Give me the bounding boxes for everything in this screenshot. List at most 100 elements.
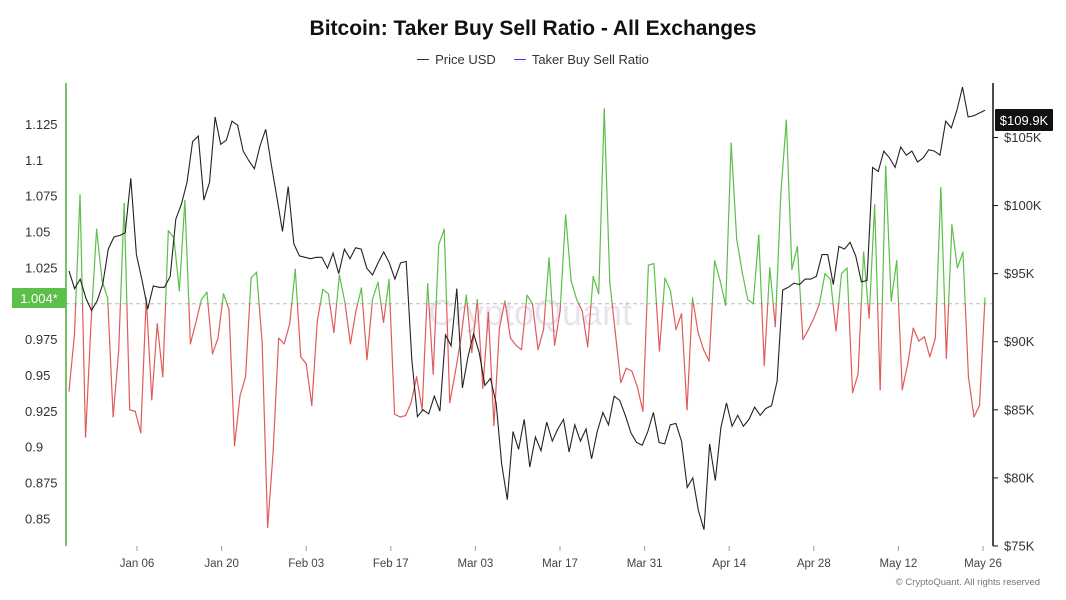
ratio-segment [935,187,942,305]
ratio-segment [537,328,545,351]
ratio-segment [658,303,664,352]
ratio-segment [551,303,556,346]
ratio-segment [164,230,169,305]
ratio-segment [421,303,428,411]
ratio-segment [498,303,505,329]
ratio-segment [84,321,92,438]
ratio-segment [940,187,946,305]
ratio-segment [410,376,418,404]
ratio-segment [978,303,986,407]
ratio-segment [427,283,430,305]
y-left-tick-label: 0.95 [25,368,50,383]
ratio-segment [362,303,368,361]
ratio-segment [581,310,589,348]
ratio-series [68,108,986,528]
ratio-segment [702,349,710,362]
price-series-line [68,86,986,530]
ratio-segment [758,234,763,305]
ratio-segment [747,298,754,305]
legend-item-ratio[interactable]: Taker Buy Sell Ratio [513,52,649,67]
ratio-segment [655,303,661,352]
x-tick-label: Mar 31 [627,558,663,570]
ratio-segment [126,303,131,411]
ratio-segment [874,204,879,305]
ratio-segment [357,287,363,305]
y-left-tick-label: 0.9 [25,440,43,455]
ratio-segment [857,303,862,375]
ratio-segment [578,303,583,312]
ratio-segment [912,327,920,342]
y-left-tick-label: 0.975 [25,332,58,347]
ratio-segment [962,251,966,305]
ratio-segment [244,303,251,378]
ratio-segment [73,303,77,335]
ratio-segment [775,192,782,305]
ratio-segment [211,337,219,355]
current-price-badge-label: $109.9K [1000,113,1049,128]
current-ratio-badge [12,288,66,309]
ratio-segment [868,303,871,319]
ratio-segment [559,214,567,305]
ratio-segment [542,303,547,331]
ratio-segment [294,268,299,305]
ratio-segment [217,303,223,339]
ratio-segment [344,303,352,345]
ratio-segment [736,238,743,273]
ratio-segment [840,267,848,275]
ratio-segment [956,251,964,269]
ratio-segment [669,290,673,305]
ratio-segment [767,267,771,305]
ratio-segment [68,333,76,392]
ratio-segment [951,224,959,269]
copyright-text: © CryptoQuant. All rights reserved [895,577,1040,588]
ratio-segment [322,288,329,295]
ratio-segment [934,303,938,339]
ratio-segment [167,230,175,239]
ratio-segment [91,228,98,305]
ratio-segment [901,363,909,391]
x-tick-label: Mar 17 [542,558,578,570]
ratio-segment [686,303,693,411]
ratio-segment [377,281,382,305]
ratio-segment [835,303,840,332]
ratio-segment [918,336,925,342]
ratio-segment [752,234,760,305]
ratio-segment [896,260,900,305]
ratio-segment [785,119,793,270]
ratio-segment [134,410,142,434]
ratio-segment [239,376,247,397]
ratio-segment [780,119,787,194]
ratio-segment [824,273,832,280]
ratio-segment [664,277,672,292]
ratio-segment [869,204,876,305]
ratio-segment [432,303,437,375]
ratio-segment [189,321,197,345]
ratio-segment [531,303,539,351]
ratio-segment [829,278,834,305]
y-right-tick-label: $80K [1004,470,1035,485]
legend-item-price[interactable]: Price USD [417,52,496,67]
ratio-segment [438,228,445,246]
y-right-tick-label: $85K [1004,402,1035,417]
ratio-segment [140,303,147,434]
y-right-tick-label: $75K [1004,539,1035,554]
ratio-segment [119,202,125,305]
x-tick-label: Feb 03 [288,558,324,570]
ratio-segment [289,303,293,325]
ratio-segment [388,278,391,305]
ratio-segment [719,280,726,305]
ratio-segment [807,317,815,331]
ratio-segment [691,297,695,305]
ratio-segment [221,293,225,305]
ratio-segment [881,165,887,305]
ratio-segment [233,394,241,447]
ratio-segment [708,303,713,362]
ratio-segment [333,303,338,334]
ratio-segment [405,402,412,417]
ratio-segment [416,376,423,411]
ratio-segment [838,273,843,305]
ratio-segment [509,337,517,346]
ratio-segment [389,303,396,415]
ratio-segment [769,267,774,305]
